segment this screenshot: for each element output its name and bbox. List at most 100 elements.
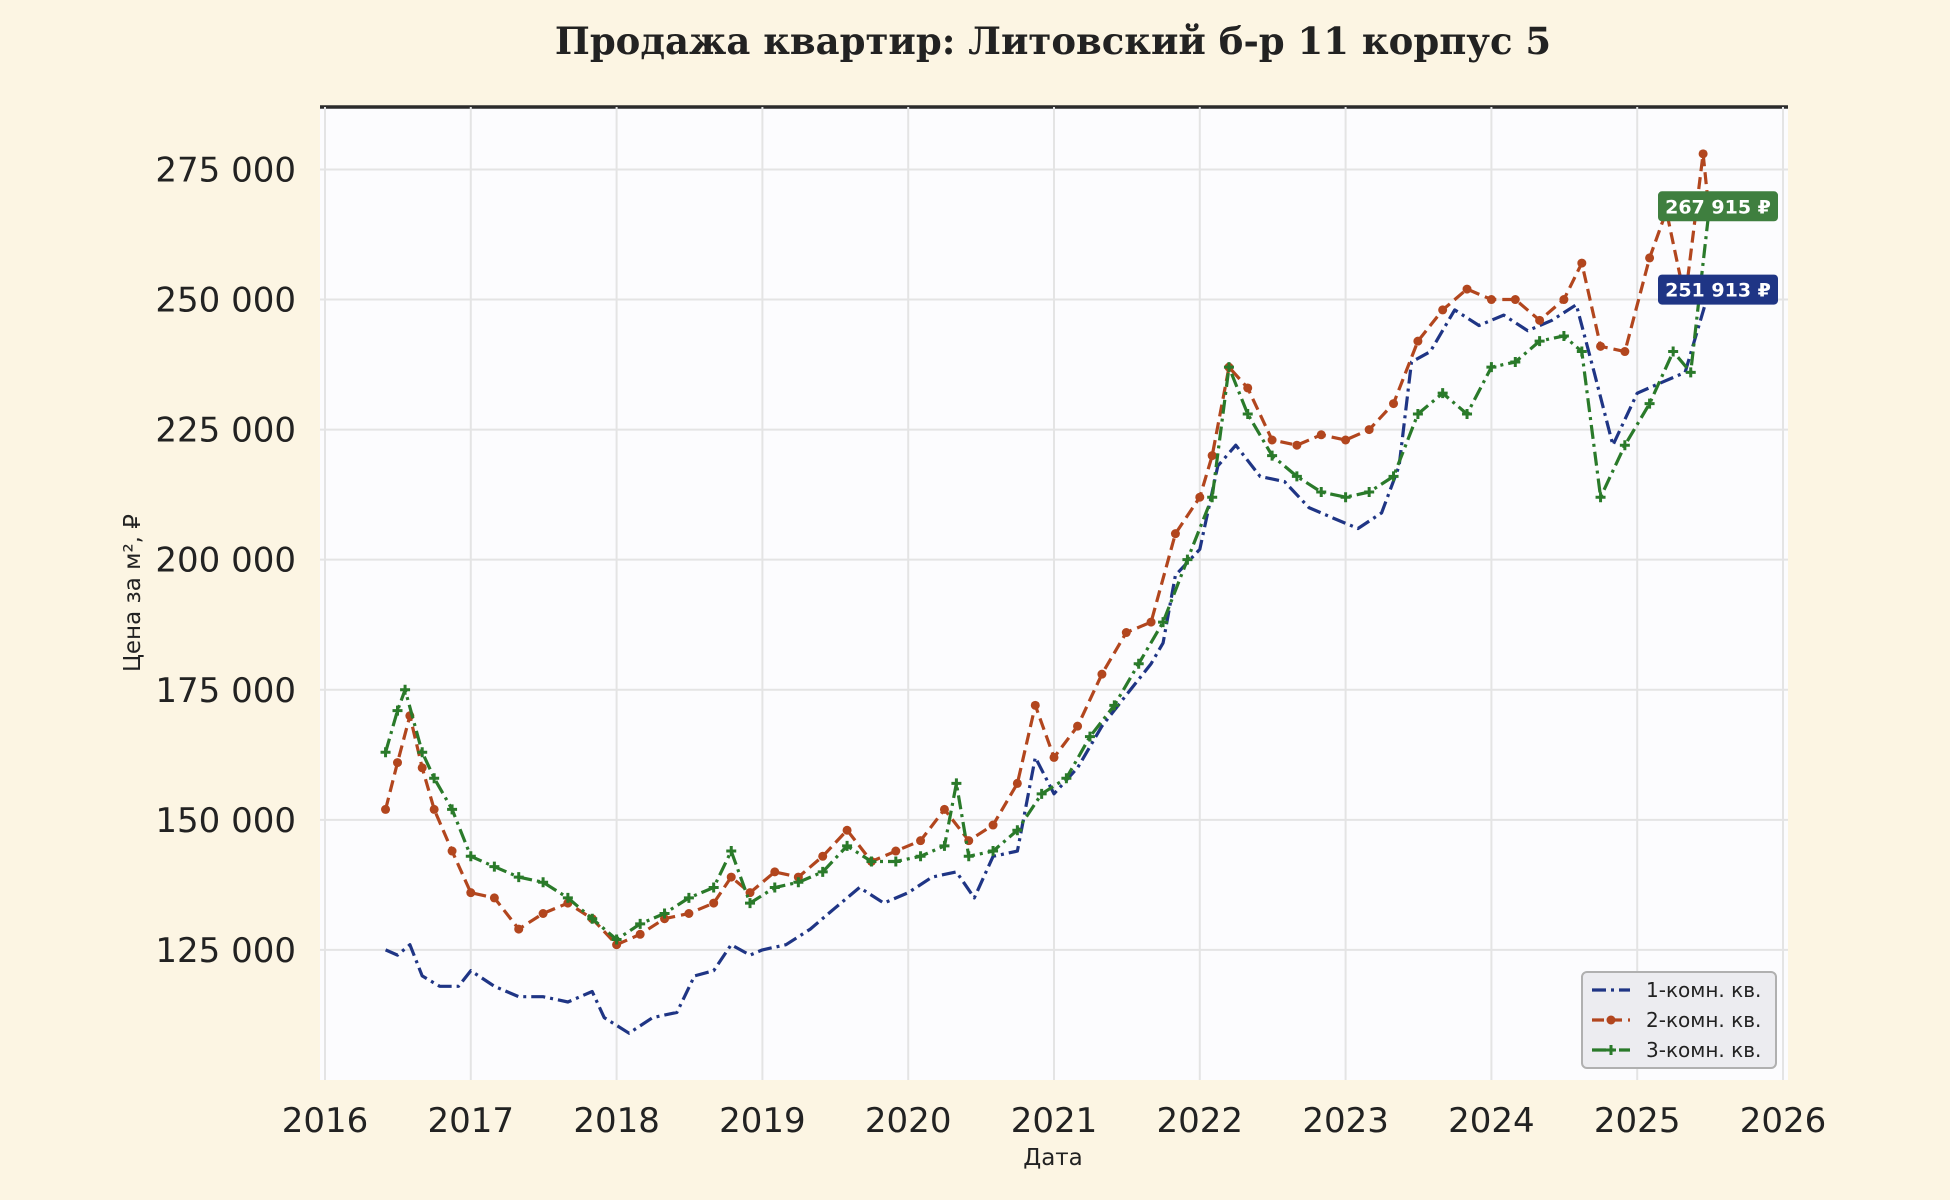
y-tick-label: 200 000 xyxy=(155,541,296,581)
data-point xyxy=(1486,295,1496,305)
data-point xyxy=(1121,628,1131,638)
data-point xyxy=(1437,388,1448,399)
data-point xyxy=(1685,367,1696,378)
x-tick-label: 2019 xyxy=(719,1101,806,1141)
data-point xyxy=(635,929,645,939)
y-tick-label: 125 000 xyxy=(155,931,296,971)
data-point xyxy=(1534,336,1545,347)
data-point xyxy=(466,888,476,898)
data-point xyxy=(1412,408,1423,419)
data-point xyxy=(429,804,439,814)
data-point xyxy=(1316,430,1326,440)
data-point xyxy=(891,846,901,856)
y-tick-label: 275 000 xyxy=(155,150,296,190)
data-point xyxy=(1291,471,1302,482)
data-point xyxy=(1030,700,1040,710)
data-point xyxy=(1316,487,1327,498)
data-point xyxy=(1698,149,1708,159)
data-point xyxy=(393,758,403,768)
data-point xyxy=(1158,617,1169,628)
data-point xyxy=(684,908,694,918)
value-badge-text: 267 915 ₽ xyxy=(1665,196,1771,218)
data-point xyxy=(587,913,598,924)
y-tick-label: 175 000 xyxy=(155,671,296,711)
data-point xyxy=(817,866,828,877)
data-point xyxy=(1438,305,1448,315)
legend-label: 1-комн. кв. xyxy=(1646,978,1761,1002)
value-badge-background xyxy=(1658,274,1778,305)
x-tick-label: 2025 xyxy=(1594,1101,1681,1141)
data-point xyxy=(1510,295,1520,305)
data-point xyxy=(1486,362,1497,373)
data-point xyxy=(1084,731,1095,742)
data-point xyxy=(951,778,962,789)
data-point xyxy=(726,872,736,882)
x-tick-label: 2020 xyxy=(865,1101,952,1141)
data-point xyxy=(890,856,901,867)
data-point xyxy=(447,804,458,815)
data-point xyxy=(1207,492,1218,503)
data-point xyxy=(1267,435,1277,445)
data-point xyxy=(380,747,391,758)
data-point xyxy=(635,918,646,929)
data-point xyxy=(818,851,828,861)
data-point xyxy=(988,846,999,857)
data-point xyxy=(514,924,524,934)
data-point xyxy=(1364,487,1375,498)
data-point xyxy=(611,934,622,945)
data-point xyxy=(447,846,457,856)
data-point xyxy=(1559,295,1569,305)
chart-title: Продажа квартир: Литовский б-р 11 корпус… xyxy=(555,19,1551,63)
data-point xyxy=(1577,258,1587,268)
y-axis-ticks: 125 000 150 000 175 000 200 000 225 000 250 0… xyxy=(155,150,296,970)
data-point xyxy=(1462,408,1473,419)
x-axis-label: Дата xyxy=(1023,1145,1083,1171)
data-point xyxy=(1049,752,1059,762)
x-tick-label: 2022 xyxy=(1157,1101,1244,1141)
data-point xyxy=(1292,440,1302,450)
data-point xyxy=(1595,492,1606,503)
legend: 1-комн. кв. 2-комн. кв. 3-комн. кв. xyxy=(1581,971,1777,1069)
data-point xyxy=(745,898,756,909)
data-point xyxy=(417,747,428,758)
legend-box xyxy=(1581,971,1777,1069)
y-axis-label: Цена за м², ₽ xyxy=(120,514,146,672)
data-point xyxy=(465,851,476,862)
data-point xyxy=(1645,253,1655,263)
data-point xyxy=(659,908,670,919)
data-point xyxy=(1413,336,1423,346)
data-point xyxy=(417,763,427,773)
data-point xyxy=(1036,788,1047,799)
data-point xyxy=(1389,399,1399,409)
data-point xyxy=(1388,471,1399,482)
data-point xyxy=(1558,330,1569,341)
data-point xyxy=(866,856,877,867)
series-1 xyxy=(384,289,1712,1035)
data-point xyxy=(1340,492,1351,503)
legend-label: 2-комн. кв. xyxy=(1646,1008,1761,1032)
data-point xyxy=(1243,383,1253,393)
data-point xyxy=(915,851,926,862)
legend-marker xyxy=(1606,1015,1616,1025)
data-point xyxy=(1182,554,1193,565)
legend-label: 3-комн. кв. xyxy=(1646,1038,1761,1062)
data-point xyxy=(1061,773,1072,784)
data-point xyxy=(988,820,998,830)
data-point xyxy=(770,867,780,877)
data-point xyxy=(769,882,780,893)
data-point xyxy=(1644,398,1655,409)
data-point xyxy=(708,882,719,893)
x-tick-label: 2026 xyxy=(1740,1101,1827,1141)
x-tick-label: 2021 xyxy=(1011,1101,1098,1141)
data-point xyxy=(538,908,548,918)
legend-marker xyxy=(1606,1045,1616,1055)
data-point xyxy=(1242,408,1253,419)
x-tick-label: 2017 xyxy=(428,1101,515,1141)
data-point xyxy=(842,825,852,835)
last-value-badges: 267 915 ₽ 251 913 ₽ xyxy=(1658,191,1778,305)
data-point xyxy=(1109,700,1120,711)
data-point xyxy=(1170,529,1180,539)
series-line xyxy=(384,289,1712,1035)
